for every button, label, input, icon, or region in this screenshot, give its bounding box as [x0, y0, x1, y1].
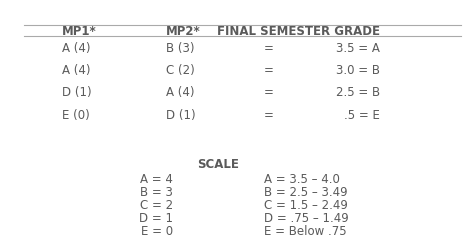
Text: B = 2.5 – 3.49: B = 2.5 – 3.49: [264, 186, 347, 199]
Text: D = .75 – 1.49: D = .75 – 1.49: [264, 212, 348, 225]
Text: MP2*: MP2*: [166, 25, 201, 38]
Text: D = 1: D = 1: [139, 212, 173, 225]
Text: =: =: [264, 87, 273, 99]
Text: A = 4: A = 4: [141, 174, 173, 186]
Text: C = 2: C = 2: [140, 199, 173, 212]
Text: A (4): A (4): [166, 87, 195, 99]
Text: =: =: [264, 42, 273, 55]
Text: D (1): D (1): [62, 87, 91, 99]
Text: B = 3: B = 3: [141, 186, 173, 199]
Text: 3.5 = A: 3.5 = A: [336, 42, 380, 55]
Text: A = 3.5 – 4.0: A = 3.5 – 4.0: [264, 174, 340, 186]
Text: MP1*: MP1*: [62, 25, 96, 38]
Text: E (0): E (0): [62, 109, 89, 122]
Text: A (4): A (4): [62, 64, 90, 77]
Text: C = 1.5 – 2.49: C = 1.5 – 2.49: [264, 199, 348, 212]
Text: D (1): D (1): [166, 109, 196, 122]
Text: =: =: [264, 64, 273, 77]
Text: B (3): B (3): [166, 42, 195, 55]
Text: .5 = E: .5 = E: [344, 109, 380, 122]
Text: E = Below .75: E = Below .75: [264, 225, 346, 238]
Text: SCALE: SCALE: [198, 158, 239, 171]
Text: A (4): A (4): [62, 42, 90, 55]
Text: 3.0 = B: 3.0 = B: [336, 64, 380, 77]
Text: E = 0: E = 0: [141, 225, 173, 238]
Text: C (2): C (2): [166, 64, 195, 77]
Text: 2.5 = B: 2.5 = B: [336, 87, 380, 99]
Text: =: =: [264, 109, 273, 122]
Text: FINAL SEMESTER GRADE: FINAL SEMESTER GRADE: [217, 25, 380, 38]
